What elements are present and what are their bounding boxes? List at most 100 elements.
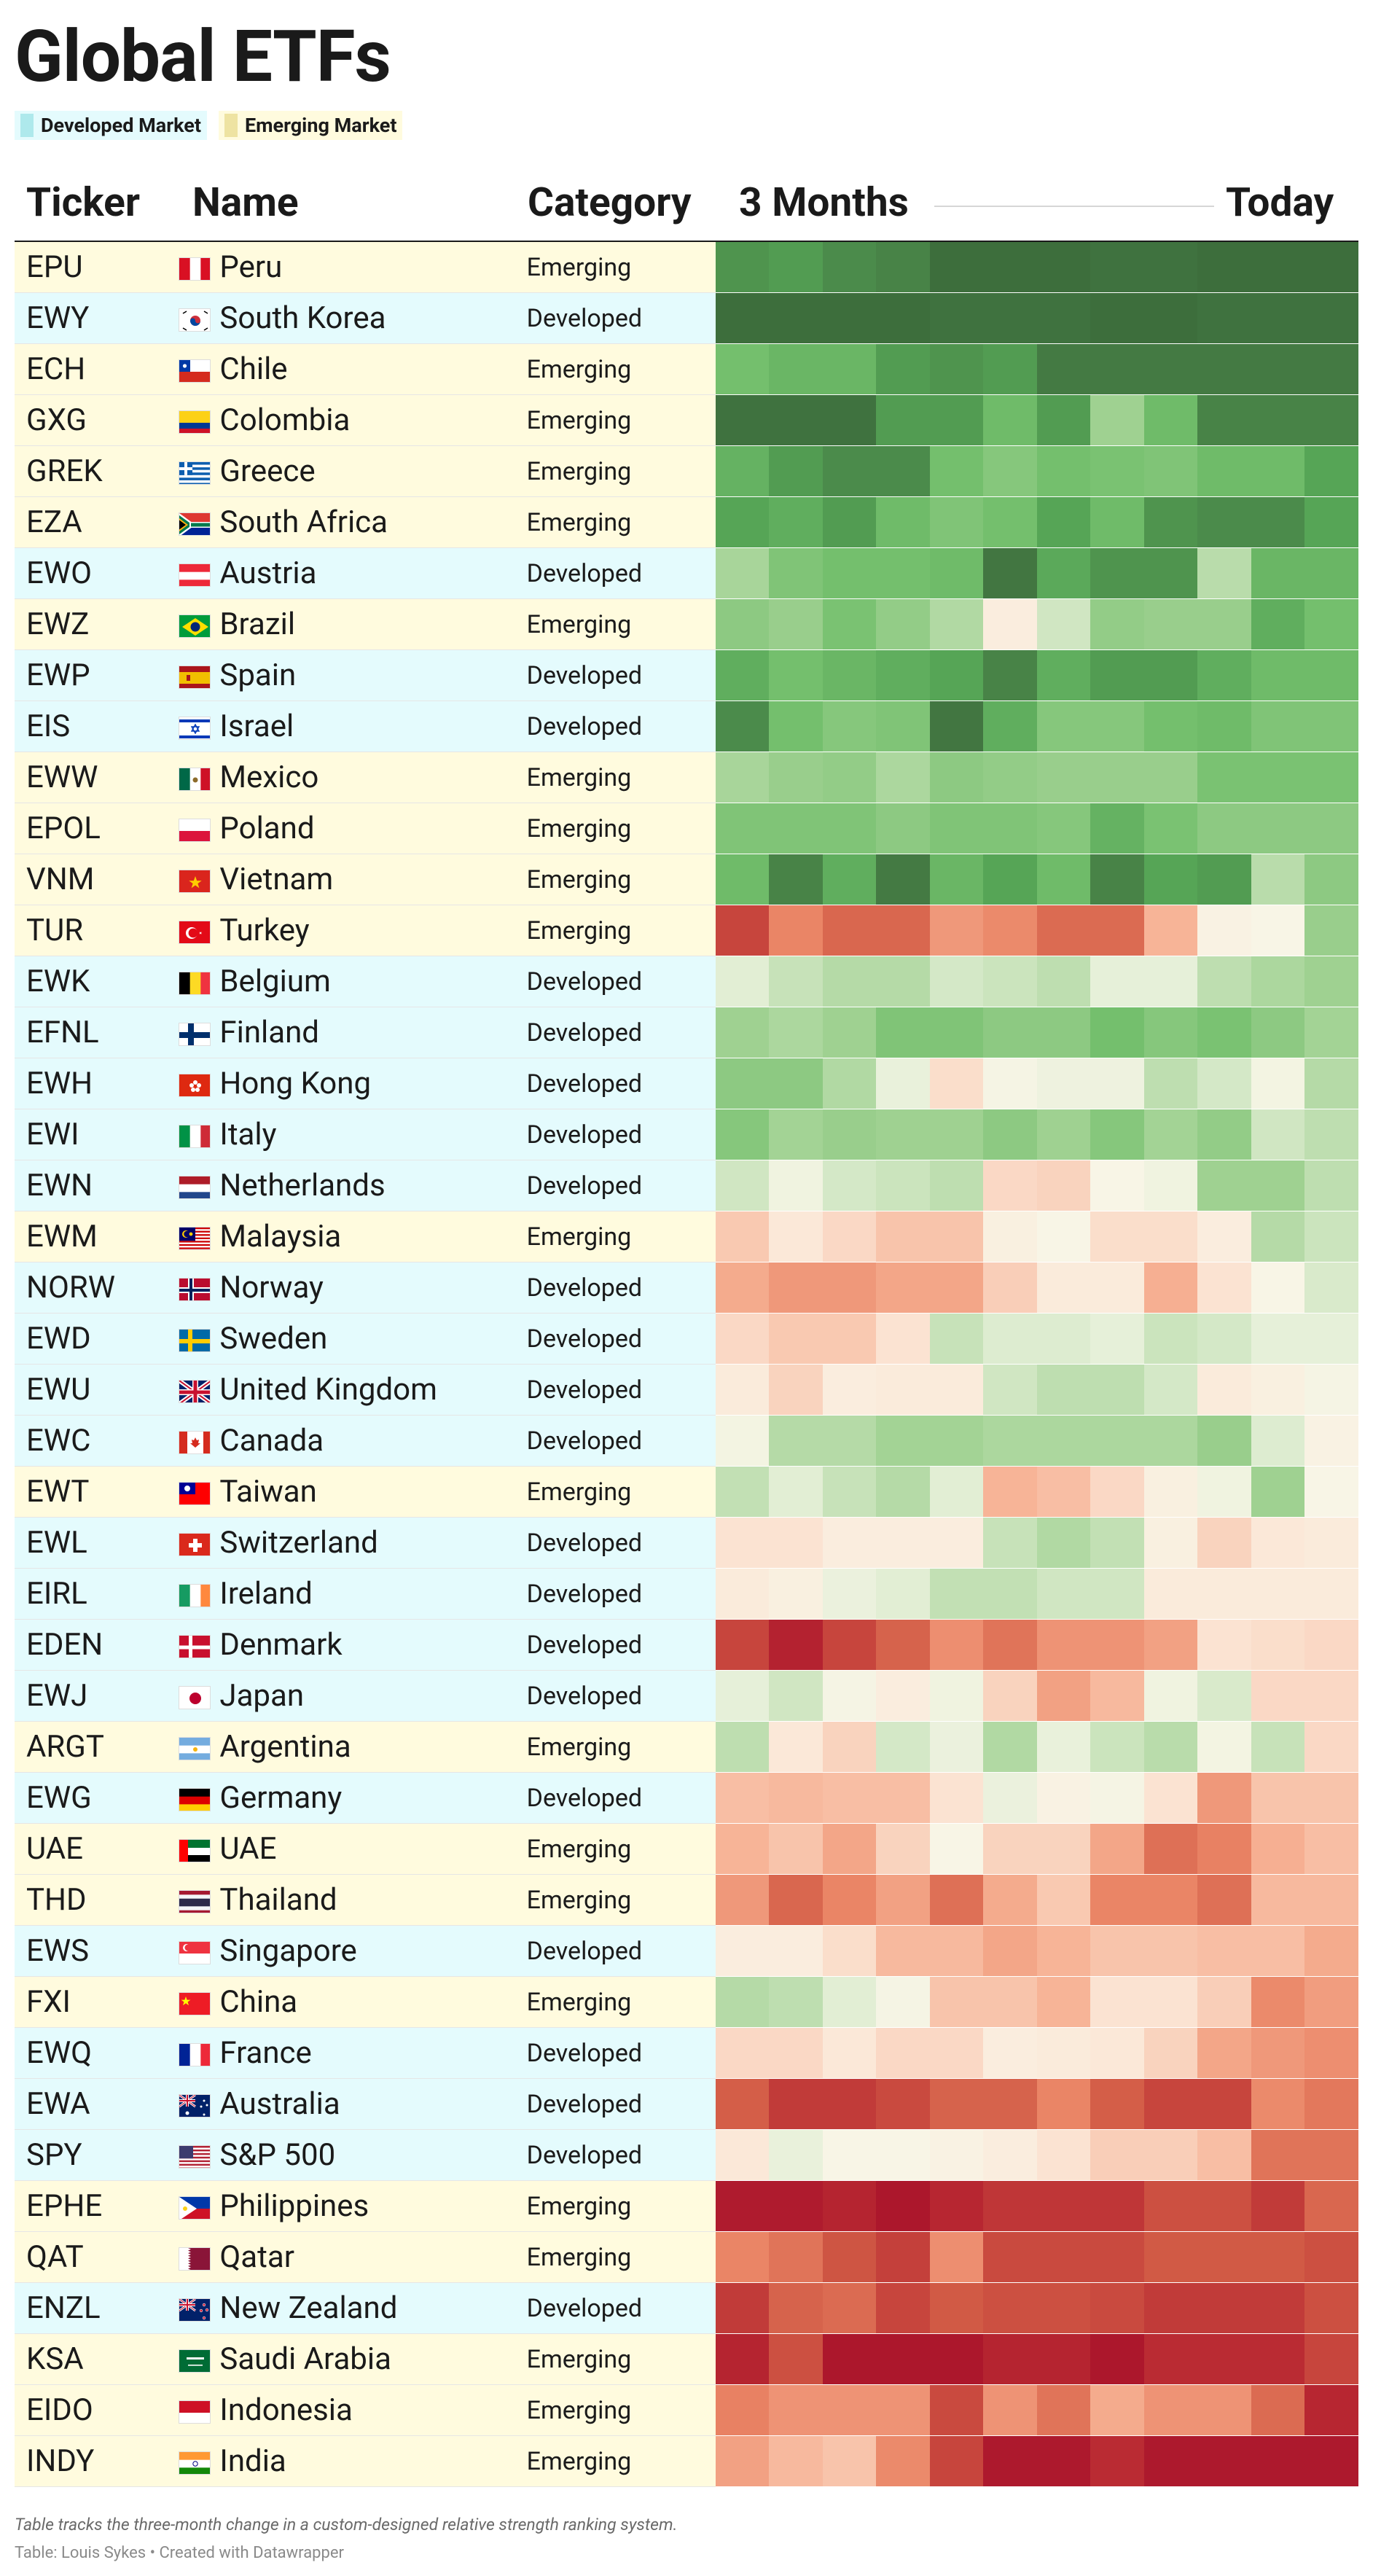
heatmap-cell [1197, 2384, 1251, 2436]
name-cell: Ireland [179, 1568, 515, 1620]
heatmap-cell [1143, 905, 1198, 956]
country-name: South Korea [219, 300, 386, 336]
heatmap-cell [1304, 1925, 1358, 1977]
heatmap-cell [1143, 1262, 1198, 1314]
heatmap-cell [1304, 649, 1358, 701]
country-name: South Africa [219, 504, 388, 540]
heatmap-cell [876, 1568, 930, 1620]
heatmap-cell [1251, 1619, 1305, 1671]
heatmap-cell [983, 1517, 1037, 1569]
heatmap-cell [876, 2078, 930, 2130]
name-cell: Greece [179, 445, 515, 497]
heatmap-cell [929, 1874, 984, 1926]
category-cell: Emerging [515, 1211, 716, 1262]
table-row: EWN Netherlands Developed [15, 1160, 1358, 1211]
heatmap-cell [876, 598, 930, 650]
united-kingdom-flag-icon [179, 1379, 211, 1403]
heatmap-cell [1090, 445, 1144, 497]
heatmap-cell [1143, 2435, 1198, 2487]
heatmap-cell [1143, 1007, 1198, 1058]
heatmap-cell [769, 1721, 823, 1773]
heatmap-cell [876, 1109, 930, 1160]
category-cell: Emerging [515, 2384, 716, 2436]
category-cell: Developed [515, 1007, 716, 1058]
heatmap-cell [715, 242, 770, 293]
ticker-cell: EWU [15, 1364, 179, 1416]
heatmap-cell [1251, 854, 1305, 905]
heatmap-cell [1090, 1976, 1144, 2028]
name-cell: Norway [179, 1262, 515, 1314]
heatmap-cell [769, 1262, 823, 1314]
name-cell: Poland [179, 803, 515, 854]
table-row: EWQ France Developed [15, 2027, 1358, 2079]
heatmap-cell [1143, 547, 1198, 599]
australia-flag-icon [179, 2093, 211, 2118]
heatmap-cell [715, 700, 770, 752]
heatmap-cell [1036, 242, 1091, 293]
name-cell: South Africa [179, 496, 515, 548]
heatmap-cell [1304, 752, 1358, 803]
heatmap-cell [769, 956, 823, 1007]
heatmap-cell [1304, 1517, 1358, 1569]
header-today[interactable]: Today [1226, 179, 1334, 226]
heatmap-cell [769, 2180, 823, 2232]
heatmap-cell [715, 2078, 770, 2130]
norway-flag-icon [179, 1277, 211, 1301]
heatmap-cell [876, 1619, 930, 1671]
credit-line: Table: Louis Sykes • Created with Datawr… [15, 2544, 344, 2562]
heatmap-cell [1197, 2078, 1251, 2130]
heatmap-cell [983, 1313, 1037, 1365]
heatmap-cell [1090, 1058, 1144, 1109]
heatmap-cell [1036, 343, 1091, 395]
uae-flag-icon [179, 1838, 211, 1862]
table-row: EFNL Finland Developed [15, 1007, 1358, 1058]
heatmap-cell [1251, 1466, 1305, 1518]
heatmap-cell [929, 1772, 984, 1824]
heatmap-cell [983, 1415, 1037, 1467]
heatmap-cell [876, 445, 930, 497]
ticker-cell: EFNL [15, 1007, 179, 1058]
header-category[interactable]: Category [528, 179, 692, 226]
heatmap-cell [1197, 1568, 1251, 1620]
heatmap-cell [1090, 1466, 1144, 1518]
name-cell: Colombia [179, 394, 515, 446]
category-cell: Developed [515, 292, 716, 344]
heatmap-cell [876, 2129, 930, 2181]
country-name: Ireland [219, 1576, 313, 1612]
header-ticker[interactable]: Ticker [26, 179, 140, 226]
header-3-months[interactable]: 3 Months [739, 179, 909, 226]
heatmap-cell [929, 1109, 984, 1160]
heatmap-cell [1143, 649, 1198, 701]
heatmap-cell [1197, 649, 1251, 701]
heatmap-cell [1251, 2333, 1305, 2385]
ticker-cell: EPOL [15, 803, 179, 854]
heatmap-cell [1251, 2129, 1305, 2181]
heatmap-cell [929, 2435, 984, 2487]
heatmap-cell [1090, 394, 1144, 446]
heatmap-cell [1036, 2384, 1091, 2436]
heatmap-cell [1143, 2129, 1198, 2181]
heatmap-cell [1251, 905, 1305, 956]
france-flag-icon [179, 2042, 211, 2066]
heatmap-cell [715, 1313, 770, 1365]
name-cell: Finland [179, 1007, 515, 1058]
heatmap-cell [822, 1517, 877, 1569]
heatmap-cell [929, 1925, 984, 1977]
ticker-cell: VNM [15, 854, 179, 905]
ticker-cell: INDY [15, 2435, 179, 2487]
heatmap-cell [715, 2027, 770, 2079]
heatmap-cell [1304, 1721, 1358, 1773]
heatmap-cell [929, 445, 984, 497]
heatmap-cell [1304, 956, 1358, 1007]
heatmap-cell [876, 854, 930, 905]
heatmap-cell [769, 1619, 823, 1671]
heatmap-cell [822, 1925, 877, 1977]
heatmap-cell [715, 2384, 770, 2436]
heatmap-cell [822, 1262, 877, 1314]
heatmap-cell [1036, 956, 1091, 1007]
heatmap-cell [1251, 1517, 1305, 1569]
heatmap-cell [929, 905, 984, 956]
heatmap-cell [983, 1976, 1037, 2028]
header-name[interactable]: Name [192, 179, 299, 226]
heatmap-cell [1143, 1313, 1198, 1365]
